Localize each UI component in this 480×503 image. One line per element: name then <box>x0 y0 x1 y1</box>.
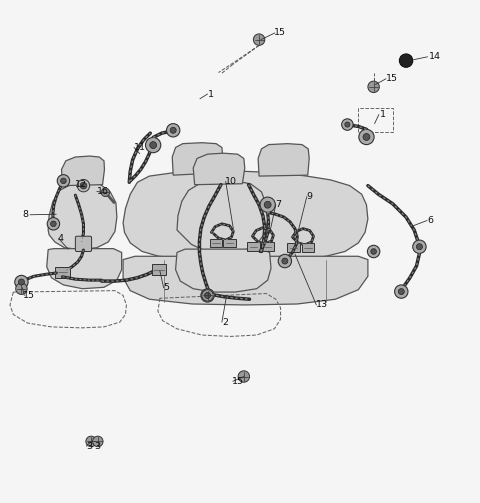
Polygon shape <box>172 143 223 175</box>
Circle shape <box>395 285 408 298</box>
Circle shape <box>371 248 376 255</box>
Text: 15: 15 <box>385 74 397 83</box>
Text: 13: 13 <box>316 300 328 309</box>
Polygon shape <box>177 181 268 253</box>
Circle shape <box>101 188 110 197</box>
Circle shape <box>201 289 214 302</box>
Circle shape <box>368 81 379 93</box>
Polygon shape <box>123 256 368 305</box>
Circle shape <box>145 137 161 153</box>
Text: 14: 14 <box>429 52 441 61</box>
Text: 3: 3 <box>86 442 93 451</box>
Text: 15: 15 <box>275 29 287 37</box>
Circle shape <box>345 122 350 127</box>
Circle shape <box>47 218 60 230</box>
FancyBboxPatch shape <box>223 238 236 247</box>
Circle shape <box>413 240 426 254</box>
Circle shape <box>60 178 66 184</box>
Polygon shape <box>258 144 309 176</box>
Polygon shape <box>193 153 245 185</box>
Circle shape <box>204 292 211 298</box>
Circle shape <box>167 124 180 137</box>
Circle shape <box>260 197 276 212</box>
FancyBboxPatch shape <box>287 243 300 252</box>
Circle shape <box>57 175 70 187</box>
Circle shape <box>50 221 56 227</box>
Polygon shape <box>48 182 117 249</box>
Text: 9: 9 <box>307 192 313 201</box>
FancyBboxPatch shape <box>55 267 70 278</box>
Circle shape <box>278 255 291 268</box>
Text: 2: 2 <box>222 317 228 326</box>
FancyBboxPatch shape <box>75 236 92 252</box>
Polygon shape <box>176 249 271 292</box>
Text: 4: 4 <box>58 234 64 243</box>
FancyBboxPatch shape <box>301 243 314 252</box>
Circle shape <box>93 436 103 447</box>
Text: 16: 16 <box>97 187 109 196</box>
Text: 1: 1 <box>207 90 214 99</box>
Circle shape <box>77 180 90 192</box>
Text: 7: 7 <box>276 200 281 209</box>
Circle shape <box>86 436 96 447</box>
Circle shape <box>342 119 353 130</box>
FancyBboxPatch shape <box>262 242 274 251</box>
Text: 8: 8 <box>23 210 29 219</box>
FancyBboxPatch shape <box>210 238 222 247</box>
Circle shape <box>363 133 370 140</box>
Text: 10: 10 <box>225 177 237 186</box>
Circle shape <box>18 279 24 285</box>
Circle shape <box>170 127 176 133</box>
Circle shape <box>359 129 374 144</box>
Circle shape <box>282 258 288 264</box>
Circle shape <box>399 54 413 67</box>
Circle shape <box>398 289 404 295</box>
Circle shape <box>253 34 265 45</box>
Circle shape <box>367 245 380 258</box>
Text: 11: 11 <box>134 143 146 152</box>
Text: 15: 15 <box>232 377 244 386</box>
Circle shape <box>417 244 422 249</box>
Circle shape <box>264 201 271 208</box>
Circle shape <box>202 290 213 301</box>
Text: 3: 3 <box>94 442 100 451</box>
Circle shape <box>238 371 250 382</box>
Circle shape <box>80 182 87 189</box>
Text: 1: 1 <box>380 110 386 119</box>
Polygon shape <box>47 248 121 289</box>
Polygon shape <box>123 172 368 260</box>
Text: 12: 12 <box>75 180 87 189</box>
Circle shape <box>150 142 156 148</box>
FancyBboxPatch shape <box>152 265 166 275</box>
Circle shape <box>15 275 28 289</box>
Circle shape <box>16 283 27 294</box>
Polygon shape <box>61 156 105 186</box>
Text: 5: 5 <box>164 283 169 292</box>
Text: 6: 6 <box>427 216 433 225</box>
FancyBboxPatch shape <box>247 242 260 251</box>
Text: 15: 15 <box>23 291 35 300</box>
